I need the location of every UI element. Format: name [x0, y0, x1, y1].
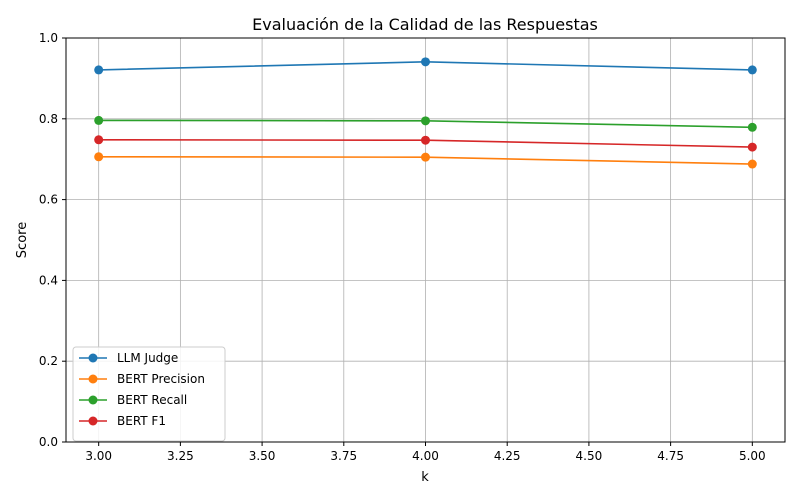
y-tick-label: 1.0	[39, 31, 58, 45]
y-tick-label: 0.6	[39, 193, 58, 207]
data-point-bert-recall	[421, 116, 430, 126]
data-point-llm-judge	[421, 57, 430, 67]
data-point-bert-f1	[421, 135, 430, 145]
legend-swatch-marker	[88, 374, 98, 384]
legend-swatch-marker	[88, 353, 98, 363]
plot-series	[94, 57, 757, 169]
legend-label: BERT Precision	[117, 372, 205, 386]
x-tick-label: 3.50	[249, 449, 276, 463]
x-tick-label: 3.00	[85, 449, 112, 463]
legend-item: LLM Judge	[79, 351, 178, 365]
legend-swatch-marker	[88, 416, 98, 426]
data-point-bert-recall	[747, 122, 757, 132]
legend: LLM Judge BERT Precision BERT Recall BERT F…	[72, 346, 226, 442]
y-axis-label: Score	[15, 222, 30, 258]
series-bert-recall	[94, 115, 757, 132]
y-tick-label: 0.4	[39, 273, 58, 287]
x-tick-label: 3.75	[330, 449, 357, 463]
chart-title: Evaluación de la Calidad de las Respuest…	[252, 15, 598, 34]
data-point-bert-precision	[747, 159, 757, 169]
legend-item: BERT Precision	[79, 372, 205, 386]
data-point-llm-judge	[747, 65, 757, 75]
data-point-llm-judge	[94, 65, 104, 75]
y-tick-label: 0.0	[39, 435, 58, 449]
series-bert-f1	[94, 135, 757, 152]
legend-swatch-marker	[88, 395, 98, 405]
data-point-bert-precision	[94, 152, 104, 162]
legend-item: BERT F1	[79, 414, 166, 428]
x-tick-label: 4.25	[494, 449, 521, 463]
x-tick-label: 4.50	[576, 449, 603, 463]
x-axis-label: k	[421, 470, 429, 485]
legend-label: LLM Judge	[117, 351, 178, 365]
axis-ticks: 3.00 3.25 3.50 3.75 4.00 4.25 4.50 4.75 5.00 0.0 0…	[39, 31, 766, 463]
y-tick-label: 0.2	[39, 354, 58, 368]
x-tick-label: 4.75	[657, 449, 684, 463]
x-tick-label: 4.00	[412, 449, 439, 463]
data-point-bert-f1	[94, 135, 104, 145]
data-point-bert-precision	[421, 152, 430, 162]
data-point-bert-f1	[747, 142, 757, 152]
x-tick-label: 3.25	[167, 449, 194, 463]
x-tick-label: 5.00	[739, 449, 766, 463]
legend-item: BERT Recall	[79, 393, 187, 407]
y-tick-label: 0.8	[39, 112, 58, 126]
data-point-bert-recall	[94, 115, 104, 125]
legend-label: BERT Recall	[117, 393, 187, 407]
legend-box	[72, 346, 226, 442]
series-llm-judge	[94, 57, 757, 75]
legend-label: BERT F1	[117, 414, 166, 428]
series-bert-precision	[94, 152, 757, 169]
